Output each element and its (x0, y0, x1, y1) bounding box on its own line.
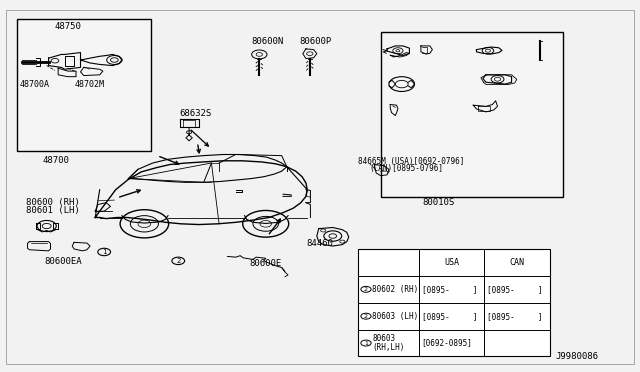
Text: 48700A: 48700A (20, 80, 50, 89)
Text: 80600 (RH): 80600 (RH) (26, 198, 80, 207)
Text: (CAN)[0895-0796]: (CAN)[0895-0796] (370, 164, 444, 173)
Text: 2: 2 (176, 258, 180, 264)
Text: 80010S: 80010S (422, 198, 454, 207)
Text: 80603: 80603 (372, 334, 396, 343)
Text: [0895-     ]: [0895- ] (422, 312, 477, 321)
Text: USA: USA (444, 258, 459, 267)
Text: 1: 1 (102, 249, 106, 255)
Bar (17, 19, 151, 151)
Text: [0692-0895]: [0692-0895] (422, 339, 472, 347)
Text: [0895-     ]: [0895- ] (422, 285, 477, 294)
Text: J9980086: J9980086 (555, 352, 598, 361)
Text: CAN: CAN (509, 258, 525, 267)
Text: (RH,LH): (RH,LH) (372, 343, 404, 352)
Text: 48702M: 48702M (74, 80, 104, 89)
Text: 48700: 48700 (42, 156, 69, 165)
Text: 80601 (LH): 80601 (LH) (26, 206, 80, 215)
Text: 2: 2 (364, 287, 368, 292)
Text: 80602 (RH): 80602 (RH) (372, 285, 419, 294)
Text: 68632S: 68632S (179, 109, 212, 118)
Text: 80603 (LH): 80603 (LH) (372, 312, 419, 321)
Text: 80600E: 80600E (250, 259, 282, 268)
Text: 80600EA: 80600EA (44, 257, 82, 266)
Text: [0895-     ]: [0895- ] (486, 312, 542, 321)
Text: 1: 1 (364, 340, 368, 346)
Text: [0895-     ]: [0895- ] (486, 285, 542, 294)
Bar (358, 249, 550, 356)
Text: 80600P: 80600P (300, 37, 332, 46)
Text: 80600N: 80600N (252, 37, 284, 46)
Text: 84460: 84460 (306, 239, 333, 248)
Text: 2: 2 (364, 314, 368, 319)
Text: 84665M (USA)[0692-0796]: 84665M (USA)[0692-0796] (358, 157, 465, 166)
Text: 48750: 48750 (55, 22, 82, 31)
Bar (381, 32, 563, 197)
